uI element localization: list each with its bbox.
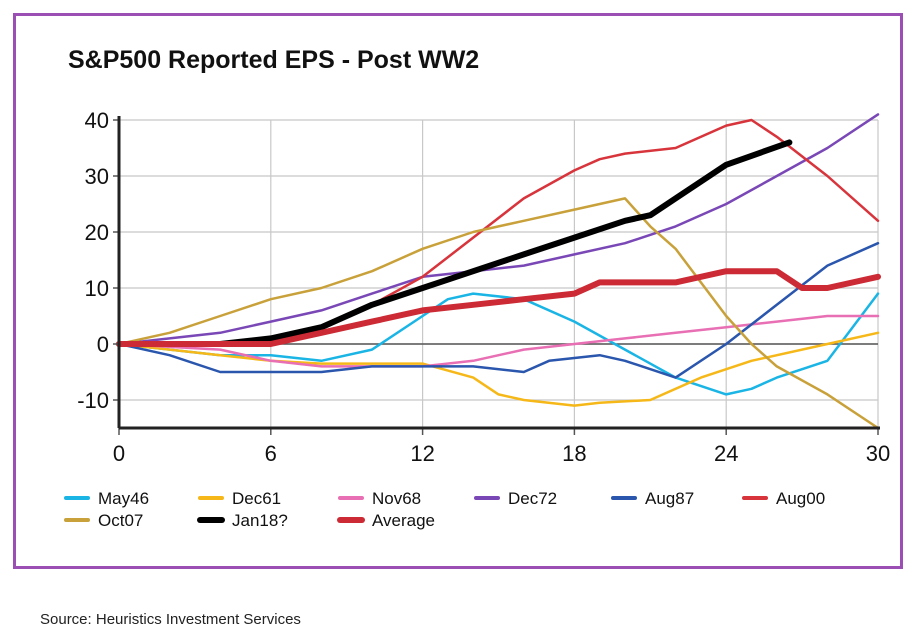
x-tick-label: 24 [714,441,738,466]
axis-layer: 40 30 20 10 0 -10 0 6 12 18 24 30 [77,108,890,466]
series-line-average [116,268,881,347]
chart-title: S&P500 Reported EPS - Post WW2 [68,46,479,74]
chart-svg: S&P500 Reported EPS - Post WW2 40 30 20 10 0… [64,46,890,530]
legend-label-dec72: Dec72 [508,489,557,508]
y-tick-label: 40 [85,108,109,133]
series-line-may46 [117,292,880,396]
y-tick-label: 10 [85,276,109,301]
y-tick-label: -10 [77,388,109,413]
x-tick-label: 18 [562,441,586,466]
chart-frame: S&P500 Reported EPS - Post WW2 40 30 20 10 0… [13,13,903,569]
y-tick-label: 20 [85,220,109,245]
y-tick-label: 30 [85,164,109,189]
x-tick-label: 12 [410,441,434,466]
series-line-oct07 [117,197,880,430]
x-tick-label: 6 [265,441,277,466]
series-line-aug87 [117,241,880,379]
legend-label-aug87: Aug87 [645,489,694,508]
series-line-dec61 [117,331,880,407]
legend-label-oct07: Oct07 [98,511,143,530]
legend-label-jan18: Jan18? [232,511,288,530]
legend-label-nov68: Nov68 [372,489,421,508]
y-tick-label: 0 [97,332,109,357]
series-line-dec72 [117,113,880,346]
source-note: Source: Heuristics Investment Services [40,611,301,628]
x-tick-label: 30 [866,441,890,466]
legend-label-average: Average [372,511,435,530]
series-layer [116,113,881,430]
legend-label-dec61: Dec61 [232,489,281,508]
legend-layer: May46 Dec61 Nov68 Dec72 Aug87 Aug00 Oct07 Jan18… [64,489,825,530]
legend-label-may46: May46 [98,489,149,508]
series-line-jan18 [116,139,793,347]
legend-label-aug00: Aug00 [776,489,825,508]
series-line-nov68 [117,314,880,368]
x-tick-label: 0 [113,441,125,466]
